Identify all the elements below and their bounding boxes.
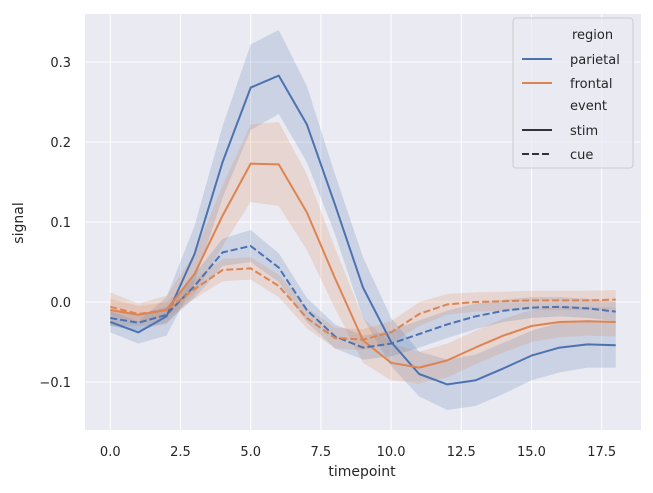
y-axis-label: signal xyxy=(11,202,27,243)
x-tick-label: 15.0 xyxy=(517,445,546,460)
y-tick-label: 0.2 xyxy=(50,136,71,151)
legend-label-frontal: frontal xyxy=(570,77,613,92)
legend-label-cue: cue xyxy=(570,148,593,163)
y-tick-label: 0.1 xyxy=(50,216,71,231)
x-tick-label: 2.5 xyxy=(170,445,191,460)
legend-hue-title: region xyxy=(572,28,613,43)
legend-style-title: event xyxy=(570,99,607,114)
x-tick-label: 7.5 xyxy=(311,445,332,460)
series-line-frontal-cue xyxy=(110,267,616,341)
x-tick-label: 12.5 xyxy=(447,445,476,460)
series-line-parietal-cue xyxy=(110,245,616,349)
x-tick-label: 5.0 xyxy=(240,445,261,460)
legend-label-parietal: parietal xyxy=(570,53,620,68)
x-tick-label: 10.0 xyxy=(377,445,406,460)
y-axis-ticks: −0.1 0.0 0.1 0.2 0.3 xyxy=(39,56,71,391)
x-axis-label: timepoint xyxy=(328,464,396,480)
ci-band-frontal-cue xyxy=(110,257,616,350)
series-lines xyxy=(109,74,616,386)
y-tick-label: 0.3 xyxy=(50,56,71,71)
legend-label-stim: stim xyxy=(570,124,598,139)
y-tick-label: −0.1 xyxy=(39,376,71,391)
ci-band-frontal-stim xyxy=(110,122,616,384)
ci-band-parietal-cue xyxy=(110,230,616,360)
series-line-parietal-stim xyxy=(109,74,616,386)
legend: region parietal frontal event stim cue xyxy=(512,17,634,169)
x-tick-label: 17.5 xyxy=(587,445,616,460)
x-axis-ticks: 0.0 2.5 5.0 7.5 10.0 12.5 15.0 17.5 xyxy=(100,445,616,460)
x-tick-label: 0.0 xyxy=(100,445,121,460)
y-tick-label: 0.0 xyxy=(50,296,71,311)
